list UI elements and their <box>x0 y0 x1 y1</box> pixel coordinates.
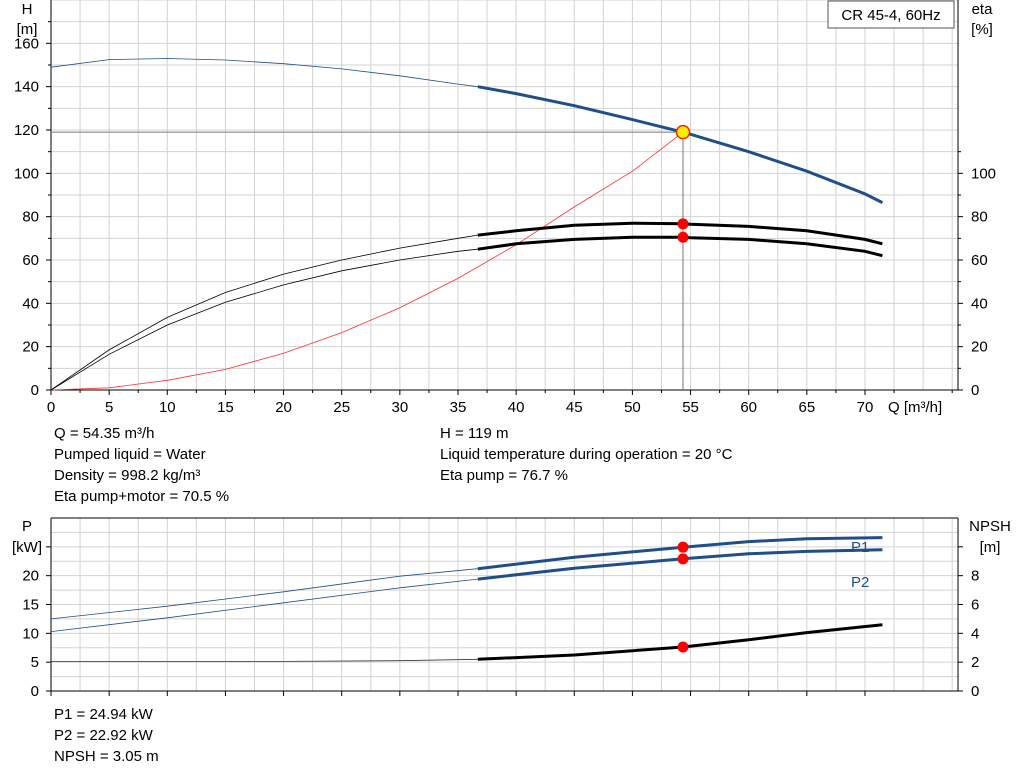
x-tick-label: 25 <box>333 399 350 416</box>
system-curve <box>50 131 684 391</box>
npsh-marker <box>677 641 689 653</box>
right-tick-label: 80 <box>971 209 988 226</box>
P1-curve-bold <box>477 536 883 571</box>
left-tick-label: 15 <box>22 597 39 614</box>
left-tick-label: 80 <box>22 209 39 226</box>
p1-marker <box>677 541 689 553</box>
P1-curve-thin <box>50 568 478 620</box>
x-tick-label: 65 <box>798 399 815 416</box>
x-tick-label: 5 <box>105 399 113 416</box>
left-tick-label: 20 <box>22 339 39 356</box>
info-eta-pump: Eta pump = 76.7 % <box>440 467 568 484</box>
right-axis-unit: [m] <box>980 539 1001 556</box>
upper-info-right: H = 119 m Liquid temperature during oper… <box>440 423 732 486</box>
left-tick-label: 160 <box>14 35 39 52</box>
x-tick-label: 70 <box>857 399 874 416</box>
x-axis-label: Q [m³/h] <box>888 399 942 416</box>
right-tick-label: 2 <box>971 654 979 671</box>
right-tick-label: 4 <box>971 625 979 642</box>
right-tick-label: 20 <box>971 339 988 356</box>
x-tick-label: 50 <box>624 399 641 416</box>
x-tick-label: 35 <box>450 399 467 416</box>
P2-curve-thin <box>50 578 478 632</box>
info-h: H = 119 m <box>440 425 509 442</box>
head-curve-thin <box>50 58 478 88</box>
right-tick-label: 8 <box>971 568 979 585</box>
eta-pump-marker <box>677 218 689 230</box>
info-liquid: Pumped liquid = Water <box>54 446 206 463</box>
right-tick-label: 40 <box>971 295 988 312</box>
right-tick-label: 60 <box>971 252 988 269</box>
x-tick-label: 10 <box>159 399 176 416</box>
info-p1: P1 = 24.94 kW <box>54 706 153 723</box>
right-tick-label: 100 <box>971 165 996 182</box>
upper-info-left: Q = 54.35 m³/h Pumped liquid = Water Den… <box>54 423 229 507</box>
x-tick-label: 20 <box>275 399 292 416</box>
series-label-p1: P1 <box>851 539 869 556</box>
right-tick-label: 6 <box>971 597 979 614</box>
lower-info: P1 = 24.94 kW P2 = 22.92 kW NPSH = 3.05 … <box>54 704 159 767</box>
left-axis-label: P <box>22 518 32 535</box>
left-axis-label: H <box>22 1 33 18</box>
NPSH-curve-bold <box>477 623 883 661</box>
right-tick-label: 0 <box>971 382 979 399</box>
left-tick-label: 0 <box>31 683 39 700</box>
p2-marker <box>677 553 689 565</box>
left-axis-unit: [kW] <box>12 539 42 556</box>
left-tick-label: 140 <box>14 79 39 96</box>
info-npsh: NPSH = 3.05 m <box>54 748 159 765</box>
eta_pump-curve-thin <box>50 234 478 391</box>
x-tick-label: 15 <box>217 399 234 416</box>
info-eta-total: Eta pump+motor = 70.5 % <box>54 488 230 505</box>
right-axis-label: NPSH <box>969 518 1011 535</box>
left-axis-unit: [m] <box>17 21 38 38</box>
x-tick-label: 55 <box>682 399 699 416</box>
left-tick-label: 5 <box>31 654 39 671</box>
x-tick-label: 0 <box>47 399 55 416</box>
right-tick-label: 0 <box>971 683 979 700</box>
eta_total-curve-thin <box>50 248 478 391</box>
left-tick-label: 10 <box>22 625 39 642</box>
x-tick-label: 45 <box>566 399 583 416</box>
right-axis-label: eta <box>972 1 994 18</box>
x-tick-label: 60 <box>740 399 757 416</box>
performance-chart: 0 5 10 15 20 25 30 35 40 45 50 55 60 65 70 Q [m³/h] 0 20 4… <box>14 0 996 416</box>
series-label-p2: P2 <box>851 574 869 591</box>
left-tick-label: 120 <box>14 122 39 139</box>
x-tick-label: 40 <box>508 399 525 416</box>
NPSH-curve-thin <box>51 658 478 662</box>
left-tick-label: 40 <box>22 295 39 312</box>
left-tick-label: 20 <box>22 568 39 585</box>
left-tick-label: 60 <box>22 252 39 269</box>
P2-curve-bold <box>477 548 883 581</box>
operating-point-marker <box>675 124 691 140</box>
left-tick-label: 100 <box>14 165 39 182</box>
x-tick-label: 30 <box>392 399 409 416</box>
info-p2: P2 = 22.92 kW <box>54 727 153 744</box>
right-axis-unit: [%] <box>971 21 993 38</box>
head-curve-bold <box>477 85 884 204</box>
legend-box-label: CR 45-4, 60Hz <box>841 7 940 24</box>
info-q: Q = 54.35 m³/h <box>54 425 155 442</box>
eta-total-marker <box>677 231 689 243</box>
legend-box: CR 45-4, 60Hz <box>827 0 955 29</box>
power-npsh-chart: 0 5 10 15 20 P [kW] 0 2 4 6 8 NPSH [m] P1 P2 <box>12 517 1011 700</box>
left-tick-label: 0 <box>31 382 39 399</box>
info-density: Density = 998.2 kg/m³ <box>54 467 201 484</box>
info-temperature: Liquid temperature during operation = 20… <box>440 446 733 463</box>
